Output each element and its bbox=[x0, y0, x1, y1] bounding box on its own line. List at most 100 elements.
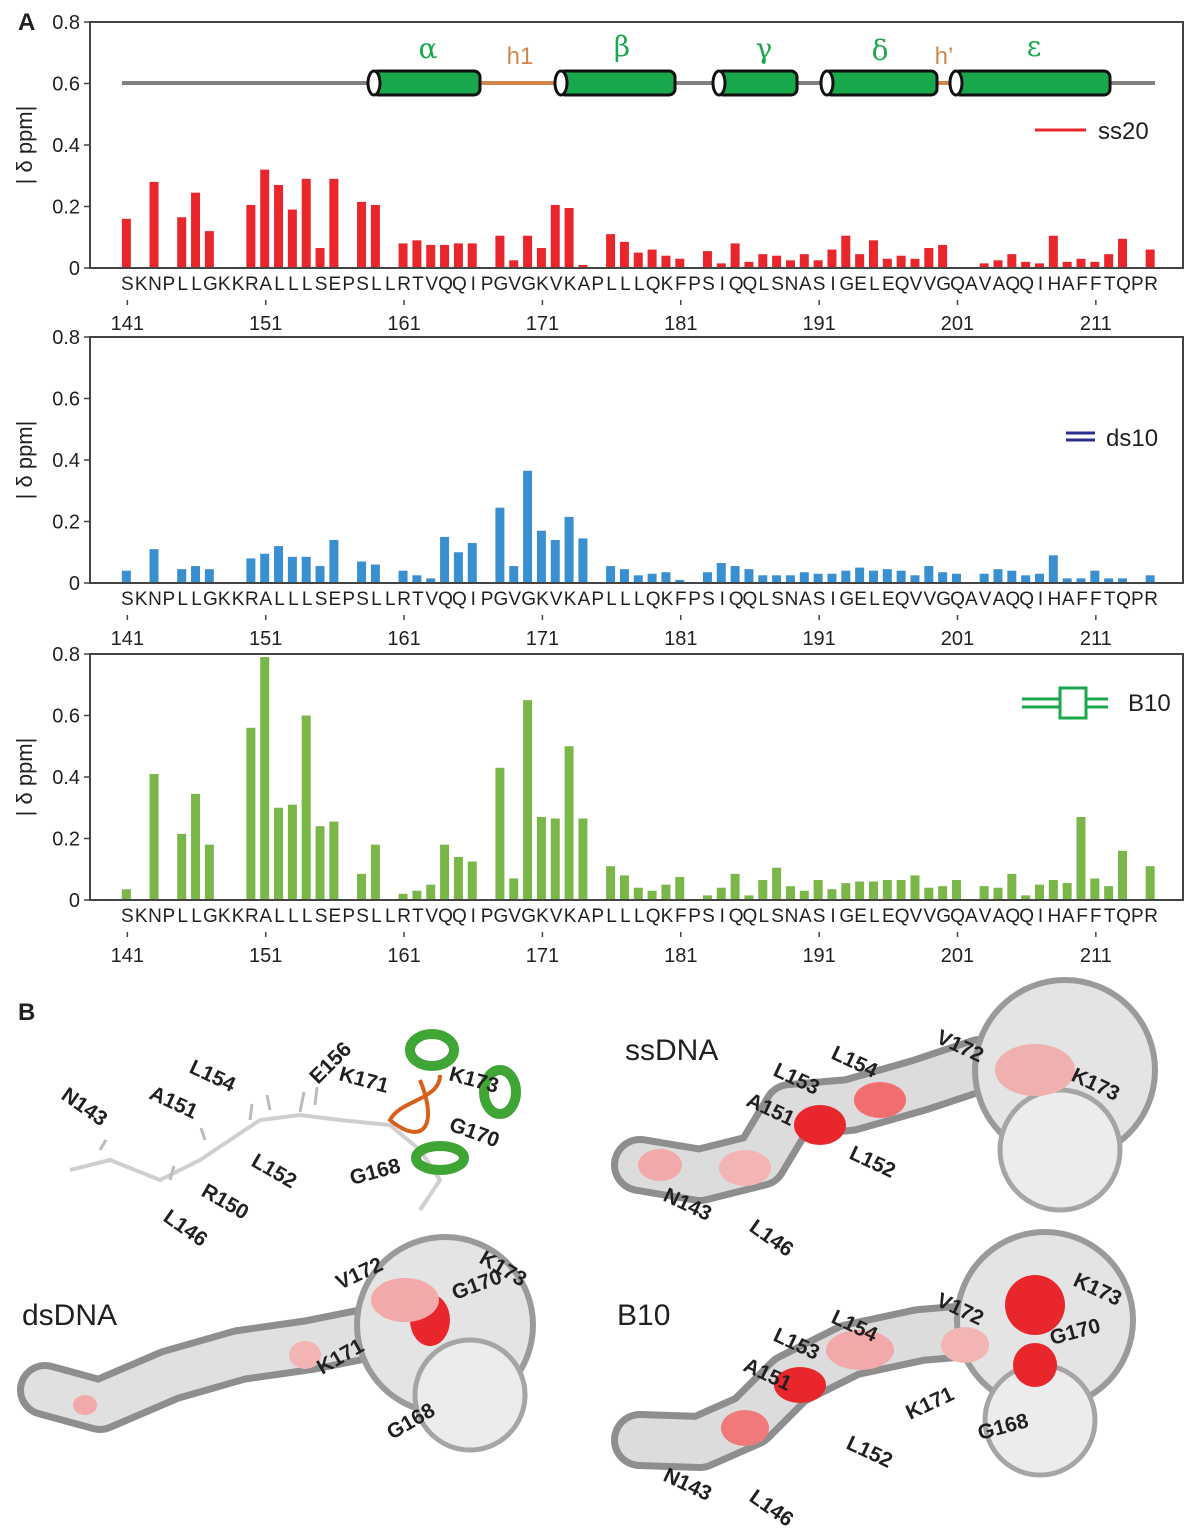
x-tick-label: 171 bbox=[526, 628, 559, 650]
residue-letter: V bbox=[923, 274, 936, 295]
residue-letter: I bbox=[830, 589, 835, 610]
bar bbox=[357, 873, 367, 900]
y-tick-label: 0.8 bbox=[52, 12, 80, 34]
secondary-structure: α h1 β γ δ h’ ε bbox=[122, 30, 1155, 97]
bar bbox=[772, 575, 782, 583]
bar bbox=[453, 856, 463, 900]
bar bbox=[1090, 878, 1100, 900]
x-tick-label: 161 bbox=[387, 313, 420, 335]
residue-letter: G bbox=[203, 906, 218, 927]
residue-letter: Q bbox=[950, 274, 965, 295]
residue-letter: A bbox=[1062, 589, 1075, 610]
bar bbox=[315, 566, 325, 583]
residue-letter: P bbox=[591, 589, 604, 610]
residue-letter: A bbox=[799, 589, 812, 610]
residue-letter: S bbox=[813, 906, 826, 927]
bar bbox=[191, 793, 201, 900]
bar bbox=[744, 895, 754, 900]
x-tick-label: 151 bbox=[249, 313, 282, 335]
residue-letter: K bbox=[564, 906, 577, 927]
residue-letter: E bbox=[882, 589, 895, 610]
residue-letter: S bbox=[356, 906, 369, 927]
bar bbox=[619, 875, 629, 900]
bar bbox=[467, 861, 477, 900]
residue-letter: R bbox=[397, 906, 411, 927]
residue-letter: L bbox=[302, 906, 313, 927]
residue-letter: I bbox=[1038, 274, 1043, 295]
residue-letter: Q bbox=[1019, 274, 1034, 295]
bar bbox=[855, 254, 865, 268]
residue-letter: L bbox=[177, 274, 188, 295]
residue-letter: K bbox=[661, 589, 674, 610]
residue-letter: V bbox=[910, 589, 923, 610]
bar bbox=[509, 566, 519, 583]
residue-letter: P bbox=[1131, 906, 1144, 927]
bar bbox=[412, 240, 422, 268]
y-tick-label: 0.4 bbox=[52, 450, 80, 472]
x-tick-label: 201 bbox=[941, 313, 974, 335]
residue-letter: P bbox=[163, 589, 176, 610]
residue-letter: A bbox=[259, 589, 272, 610]
bar bbox=[924, 566, 934, 583]
y-tick-label: 0.6 bbox=[52, 389, 80, 411]
bar bbox=[121, 889, 131, 900]
residue-letter: F bbox=[1076, 906, 1088, 927]
bar bbox=[785, 260, 795, 268]
bar bbox=[813, 880, 823, 900]
residue-letter: A bbox=[993, 906, 1006, 927]
residue-label: L152 bbox=[843, 1432, 896, 1473]
residue-letter: Q bbox=[729, 274, 744, 295]
bar bbox=[564, 516, 574, 583]
residue-letter: H bbox=[1047, 274, 1061, 295]
surface-structure bbox=[611, 1229, 1136, 1478]
residue-letter: G bbox=[936, 274, 951, 295]
residue-letter: V bbox=[910, 274, 923, 295]
residue-letter: Q bbox=[646, 274, 661, 295]
bar bbox=[758, 254, 768, 268]
x-tick-label: 211 bbox=[1080, 628, 1112, 650]
residue-letter: R bbox=[245, 274, 259, 295]
helix-end bbox=[948, 69, 964, 97]
residue-letter: V bbox=[425, 589, 438, 610]
residue-letter: I bbox=[720, 274, 725, 295]
bar bbox=[910, 258, 920, 268]
bar bbox=[412, 575, 422, 583]
bar bbox=[301, 715, 311, 900]
residue-letter: S bbox=[315, 589, 328, 610]
residue-letter: A bbox=[578, 274, 591, 295]
residue-letter: K bbox=[661, 906, 674, 927]
x-tick-label: 201 bbox=[941, 945, 974, 967]
y-axis-label: | δ ppm| bbox=[12, 421, 37, 500]
residue-letter: L bbox=[274, 906, 285, 927]
bar bbox=[564, 746, 574, 900]
residue-letter: N bbox=[785, 274, 799, 295]
legend-label: ss20 bbox=[1098, 118, 1149, 145]
bar bbox=[426, 578, 436, 583]
y-tick-label: 0.4 bbox=[52, 767, 80, 789]
residue-label: L154 bbox=[186, 1056, 239, 1097]
x-tick-label: 181 bbox=[664, 628, 697, 650]
residue-letter: P bbox=[591, 274, 604, 295]
bar bbox=[744, 569, 754, 583]
bar bbox=[509, 260, 519, 268]
y-tick-label: 0.6 bbox=[52, 706, 80, 728]
residue-letter: H bbox=[1047, 906, 1061, 927]
residue-letter: Q bbox=[646, 589, 661, 610]
bar bbox=[1090, 570, 1100, 583]
bar bbox=[191, 192, 201, 268]
bar bbox=[647, 573, 657, 583]
residue-letter: Q bbox=[438, 274, 453, 295]
plot-frame bbox=[89, 653, 1184, 901]
bar bbox=[951, 573, 961, 583]
bar bbox=[1048, 555, 1058, 583]
residue-letter: N bbox=[148, 274, 162, 295]
bar bbox=[758, 880, 768, 900]
residue-letter: A bbox=[259, 906, 272, 927]
residue-letter: Q bbox=[743, 589, 758, 610]
residue-letter: L bbox=[758, 274, 769, 295]
bar bbox=[1048, 880, 1058, 900]
residue-letter: Q bbox=[895, 274, 910, 295]
residue-letter: K bbox=[661, 274, 674, 295]
residue-letter: L bbox=[191, 274, 202, 295]
loop-label: h’ bbox=[935, 43, 954, 70]
